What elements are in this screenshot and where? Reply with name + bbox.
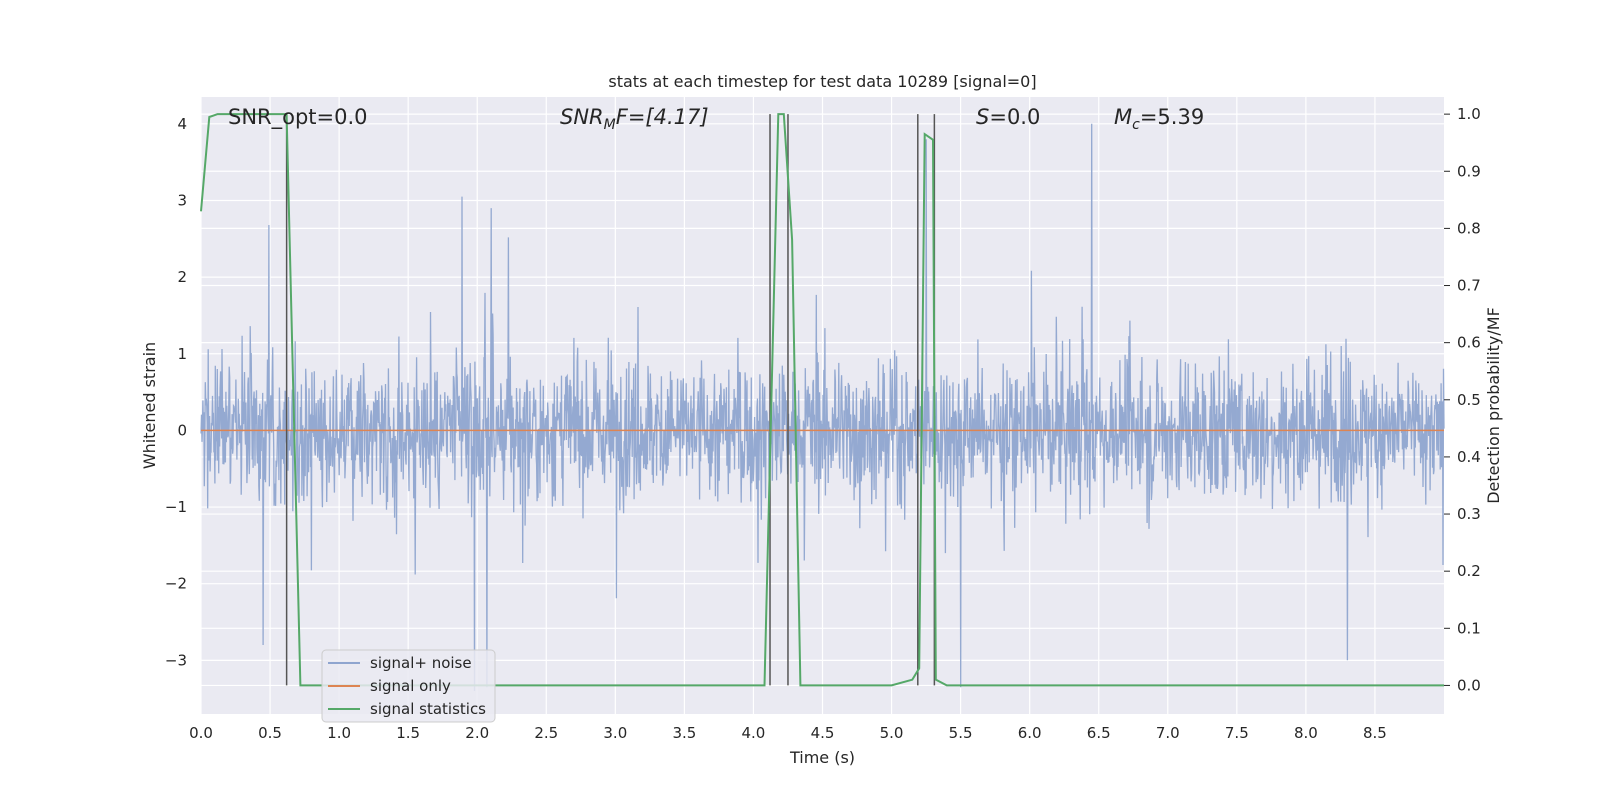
y-tick-label-right: 0.8 bbox=[1457, 219, 1481, 237]
series-signal-statistics bbox=[200, 113, 1444, 687]
x-tick-label: 7.0 bbox=[1156, 724, 1180, 742]
y-tick-label-right: 0.1 bbox=[1457, 619, 1481, 637]
y-tick-label-right: 0.6 bbox=[1457, 334, 1481, 352]
y-tick-label-left: −2 bbox=[165, 575, 187, 593]
y-tick-label-right: 1.0 bbox=[1457, 105, 1481, 123]
noise-trace bbox=[200, 123, 1445, 692]
x-tick-label: 2.0 bbox=[465, 724, 489, 742]
y-tick-label-left: −1 bbox=[165, 498, 187, 516]
tick-labels: 0.0 0.5 1.0 1.5 2.0 2.5 3.0 3.5 4.0 4.5 5.0 5.5 6.0 6… bbox=[165, 105, 1481, 742]
x-tick-label: 4.5 bbox=[811, 724, 835, 742]
statistics-trace bbox=[200, 113, 1444, 687]
annotation-mc-base: M bbox=[1114, 105, 1132, 129]
y-tick-label-right: 0.2 bbox=[1457, 562, 1481, 580]
x-tick-label: 1.0 bbox=[327, 724, 351, 742]
x-axis-label: Time (s) bbox=[789, 748, 855, 767]
annotation-snr-mf: SNRMF=[4.17] bbox=[560, 105, 709, 133]
x-tick-label: 5.5 bbox=[949, 724, 973, 742]
annotation-s: S=0.0 bbox=[976, 105, 1040, 129]
x-tick-label: 6.5 bbox=[1087, 724, 1111, 742]
annotation-mc-sub: c bbox=[1132, 117, 1140, 133]
x-tick-label: 4.0 bbox=[742, 724, 766, 742]
x-tick-label: 8.0 bbox=[1294, 724, 1318, 742]
x-tick-label: 3.0 bbox=[603, 724, 627, 742]
y-tick-label-right: 0.4 bbox=[1457, 448, 1481, 466]
x-tick-label: 1.5 bbox=[396, 724, 420, 742]
y-axis-label-right: Detection probability/MF bbox=[1484, 307, 1503, 504]
annotation-mc: Mc=5.39 bbox=[1114, 105, 1204, 133]
y-tick-label-right: 0.9 bbox=[1457, 162, 1481, 180]
annotation-snr-opt: SNR_opt=0.0 bbox=[228, 105, 368, 130]
y-tick-label-left: 4 bbox=[177, 115, 187, 133]
legend-box bbox=[321, 649, 496, 723]
y-tick-label-left: 0 bbox=[177, 421, 187, 439]
y-tick-label-right: 0.3 bbox=[1457, 505, 1481, 523]
legend: signal+ noise signal only signal statist… bbox=[321, 649, 496, 723]
x-tick-label: 5.0 bbox=[880, 724, 904, 742]
legend-label-signal-only: signal only bbox=[370, 677, 451, 695]
chart-title: stats at each timestep for test data 102… bbox=[608, 72, 1036, 91]
annotation-mc-value: =5.39 bbox=[1140, 105, 1204, 129]
y-axis-label-left: Whitened strain bbox=[140, 342, 159, 469]
x-tick-label: 8.5 bbox=[1363, 724, 1387, 742]
annotation-s-value: =0.0 bbox=[989, 105, 1040, 129]
y-tick-label-right: 0.0 bbox=[1457, 676, 1481, 694]
y-tick-label-left: 1 bbox=[177, 345, 187, 363]
x-tick-label: 0.5 bbox=[258, 724, 282, 742]
x-tick-label: 0.0 bbox=[189, 724, 213, 742]
annotation-snr-mf-base: SNR bbox=[560, 105, 604, 129]
annotation-snr-mf-sub: M bbox=[604, 117, 616, 133]
x-tick-label: 3.5 bbox=[672, 724, 696, 742]
legend-label-signal-statistics: signal statistics bbox=[370, 700, 486, 718]
x-tick-label: 6.0 bbox=[1018, 724, 1042, 742]
annotation-s-symbol: S bbox=[976, 105, 989, 129]
series-signal-noise bbox=[200, 123, 1445, 692]
y-tick-label-left: 2 bbox=[177, 268, 187, 286]
legend-label-signal-noise: signal+ noise bbox=[370, 654, 472, 672]
y-tick-label-right: 0.7 bbox=[1457, 277, 1481, 295]
annotation-snr-mf-rest: F=[4.17] bbox=[616, 105, 709, 129]
x-tick-label: 7.5 bbox=[1225, 724, 1249, 742]
y-tick-label-left: −3 bbox=[165, 651, 187, 669]
y-tick-label-left: 3 bbox=[177, 191, 187, 209]
x-tick-label: 2.5 bbox=[534, 724, 558, 742]
y-tick-label-right: 0.5 bbox=[1457, 391, 1481, 409]
